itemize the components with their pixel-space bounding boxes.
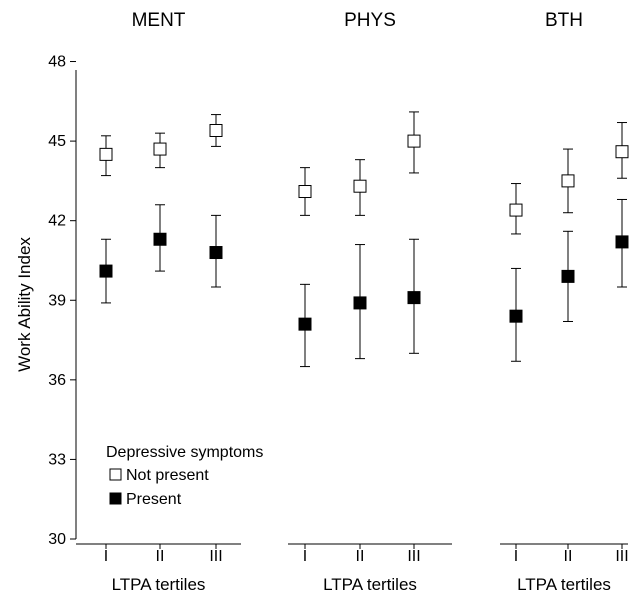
x-tick-label: I [514, 548, 518, 565]
data-point-not-present [407, 134, 421, 148]
legend: Depressive symptoms Not present Present [106, 444, 263, 508]
data-point-present [99, 264, 113, 278]
data-point-not-present [99, 147, 113, 161]
data-point-not-present [153, 142, 167, 156]
x-axis-title: LTPA tertiles [112, 575, 206, 594]
data-point-not-present [298, 185, 312, 199]
y-tick-label: 36 [48, 372, 66, 389]
x-tick-label: I [104, 548, 108, 565]
panel-title: MENT [132, 10, 186, 31]
y-tick-label: 45 [48, 133, 66, 150]
x-tick-label: III [209, 548, 222, 565]
x-axis-title: LTPA tertiles [323, 575, 417, 594]
legend-label-not-present: Not present [126, 467, 209, 484]
data-point-present [353, 296, 367, 310]
data-point-present [561, 269, 575, 283]
x-tick-label: I [303, 548, 307, 565]
x-tick-label: II [564, 548, 573, 565]
data-point-not-present [561, 174, 575, 188]
data-point-not-present [209, 123, 223, 137]
y-tick-label: 48 [48, 54, 66, 71]
data-point-present [407, 291, 421, 305]
data-point-not-present [509, 203, 523, 217]
y-axis-title: Work Ability Index [15, 237, 34, 372]
data-point-present [153, 232, 167, 246]
data-point-present [209, 246, 223, 260]
panel-title: PHYS [344, 10, 396, 31]
y-tick-label: 39 [48, 292, 66, 309]
legend-swatch-not-present [109, 468, 122, 481]
y-tick-label: 30 [48, 531, 66, 548]
data-point-present [509, 309, 523, 323]
legend-label-present: Present [126, 491, 182, 508]
x-tick-label: II [156, 548, 165, 565]
x-tick-label: III [407, 548, 420, 565]
data-point-not-present [615, 145, 629, 159]
y-tick-label: 42 [48, 213, 66, 230]
legend-swatch-present [109, 492, 122, 505]
x-tick-label: II [356, 548, 365, 565]
x-axis-title: LTPA tertiles [517, 575, 611, 594]
legend-title: Depressive symptoms [106, 444, 263, 461]
data-point-present [298, 317, 312, 331]
y-tick-label: 33 [48, 451, 66, 468]
data-point-present [615, 235, 629, 249]
data-point-not-present [353, 179, 367, 193]
x-tick-label: III [615, 548, 628, 565]
panel-title: BTH [545, 10, 583, 31]
